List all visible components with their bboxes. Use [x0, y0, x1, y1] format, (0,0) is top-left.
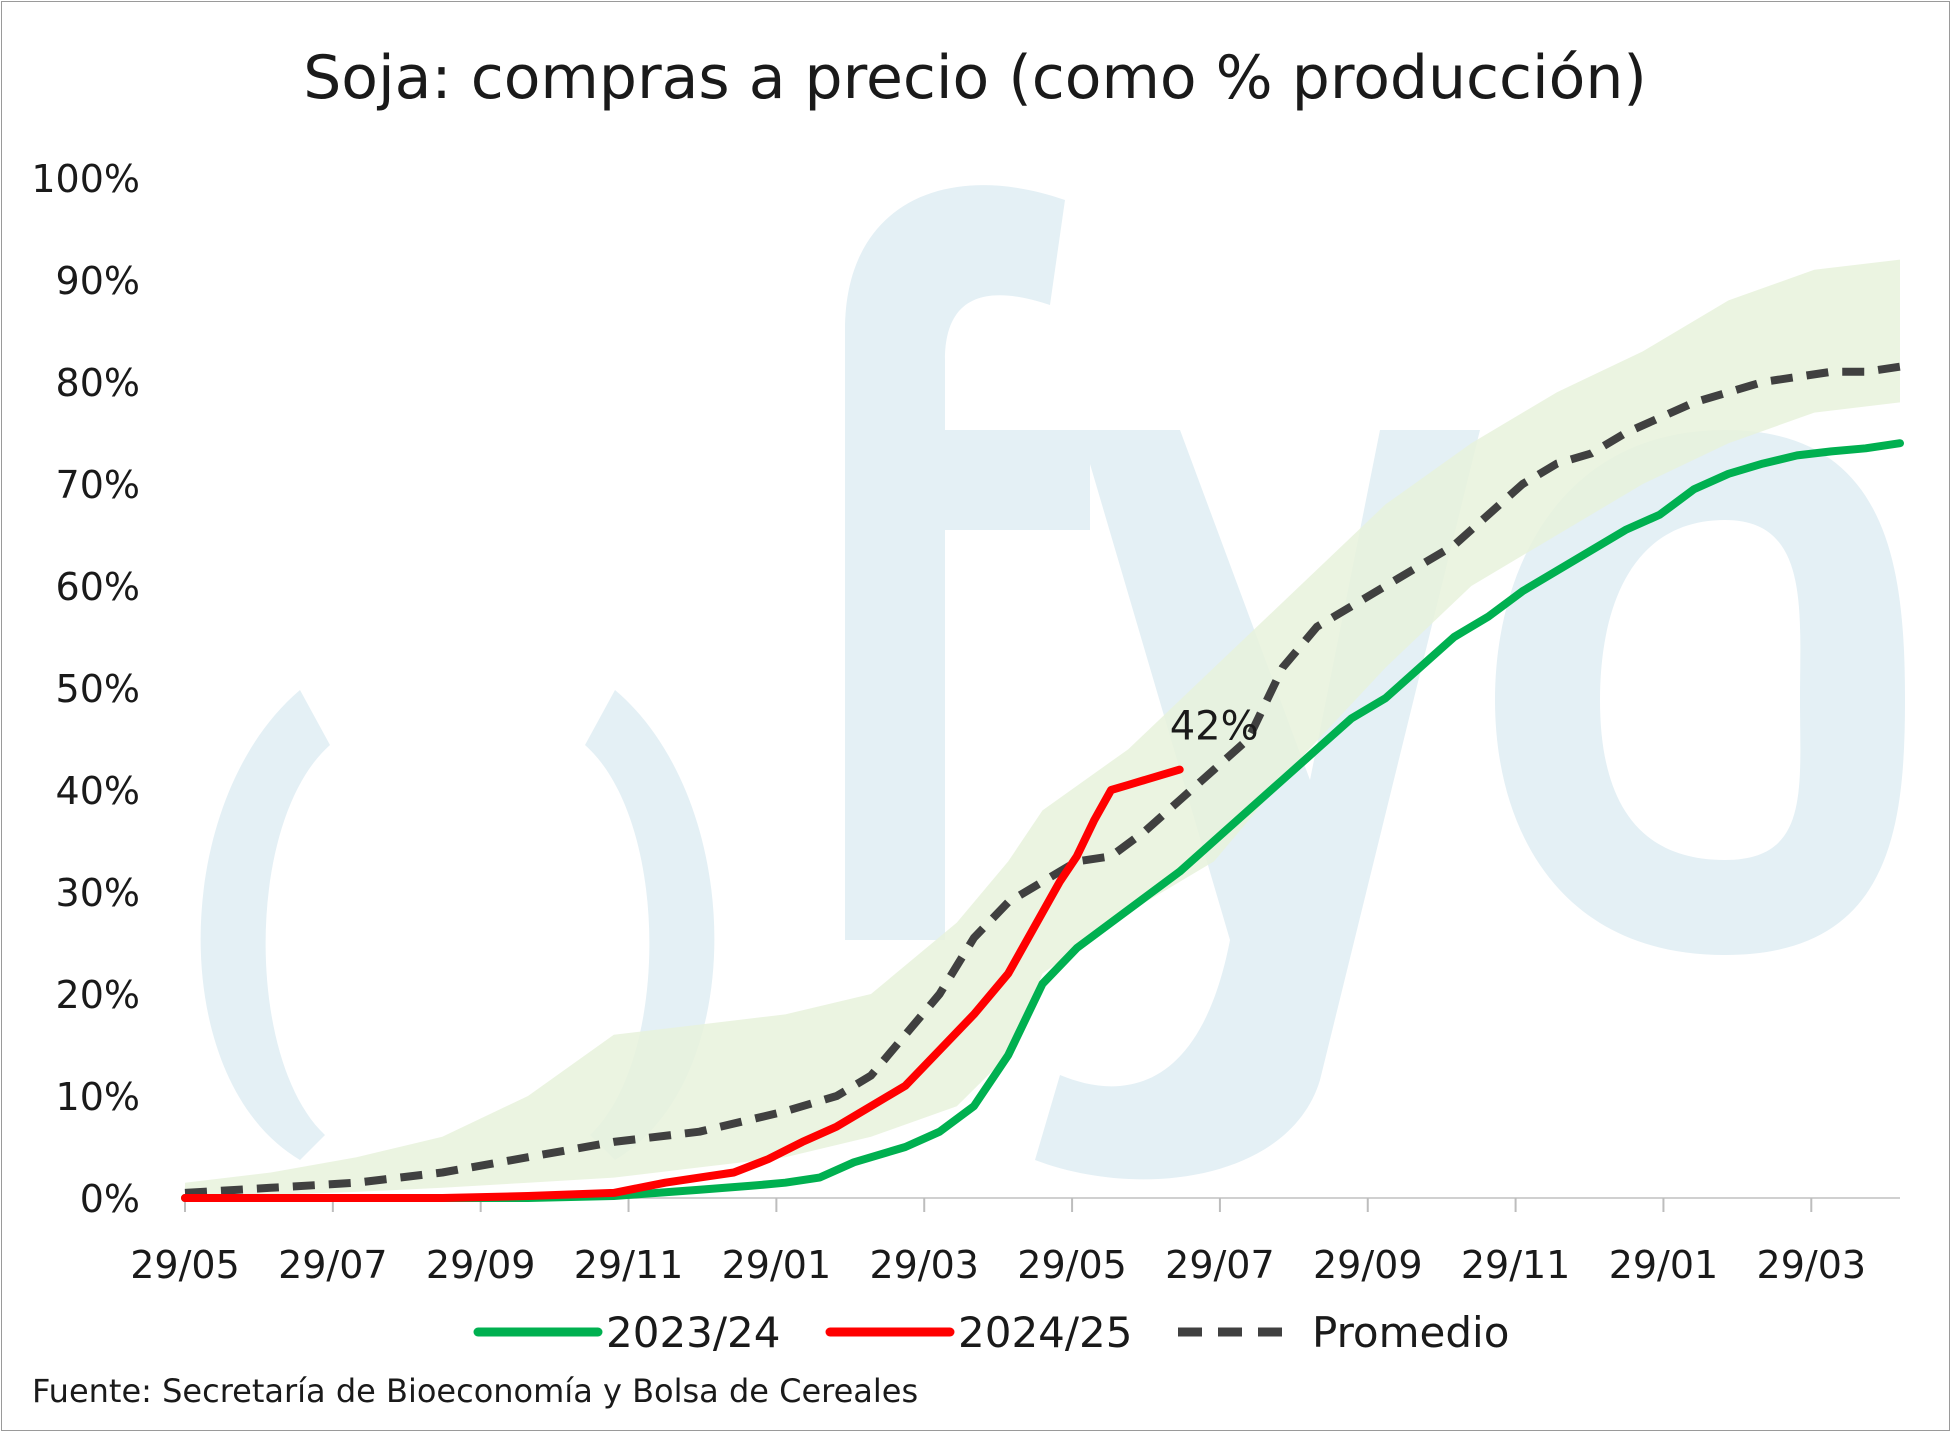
x-tick-label: 29/11 [574, 1243, 684, 1287]
y-tick-label: 20% [56, 973, 140, 1017]
x-tick-label: 29/03 [869, 1243, 979, 1287]
range-band [185, 259, 1900, 1199]
x-tick-label: 29/09 [1313, 1243, 1423, 1287]
watermark-shape [200, 690, 330, 1160]
x-tick-label: 29/07 [278, 1243, 388, 1287]
x-tick-label: 29/11 [1461, 1243, 1571, 1287]
y-tick-label: 50% [56, 667, 140, 711]
x-tick-labels: 29/05 29/07 29/09 29/11 29/01 29/03 29/05 29/07… [130, 1243, 1866, 1287]
series-layer [181, 362, 1904, 1202]
y-tick-label: 60% [56, 565, 140, 609]
x-tick-label: 29/07 [1165, 1243, 1275, 1287]
y-tick-label: 100% [31, 157, 140, 201]
legend-label-2024-25: 2024/25 [958, 1308, 1132, 1357]
x-tick-label: 29/05 [130, 1243, 240, 1287]
series-line-2024-25 [181, 765, 1184, 1202]
y-tick-label: 80% [56, 361, 140, 405]
x-tick-label: 29/01 [1609, 1243, 1719, 1287]
chart-title: Soja: compras a precio (como % producció… [303, 43, 1647, 113]
legend-label-promedio: Promedio [1312, 1308, 1509, 1357]
watermark-logo [200, 185, 1905, 1180]
series-line-2023-24 [181, 439, 1904, 1202]
y-tick-label: 10% [56, 1075, 140, 1119]
y-tick-label: 70% [56, 463, 140, 507]
watermark-shape [845, 185, 1090, 940]
watermark-shape [1495, 430, 1905, 955]
y-tick-label: 90% [56, 259, 140, 303]
y-tick-label: 40% [56, 769, 140, 813]
x-tick-label: 29/01 [722, 1243, 832, 1287]
x-tick-label: 29/09 [426, 1243, 536, 1287]
series-line-promedio [184, 362, 1901, 1197]
x-tick-label: 29/03 [1757, 1243, 1867, 1287]
source-note: Fuente: Secretaría de Bioeconomía y Bols… [32, 1372, 918, 1410]
x-tick-label: 29/05 [1017, 1243, 1127, 1287]
range-band-layer [185, 259, 1900, 1199]
legend: 2023/24 2024/25 Promedio [473, 1308, 1509, 1357]
legend-label-2023-24: 2023/24 [606, 1308, 780, 1357]
annotation-label: 42% [1170, 704, 1259, 750]
y-tick-label: 0% [80, 1177, 140, 1221]
y-tick-label: 30% [56, 871, 140, 915]
y-tick-labels: 0% 10% 20% 30% 40% 50% 60% 70% 80% 90% 100% [31, 157, 140, 1221]
